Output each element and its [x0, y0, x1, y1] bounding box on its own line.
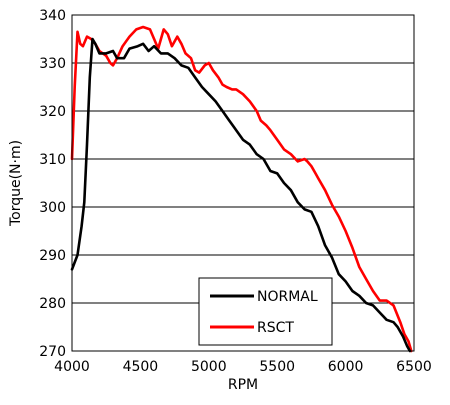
grid-lines [72, 14, 414, 352]
x-tick-label: 6500 [396, 359, 432, 375]
legend-label-rsct: RSCT [257, 320, 294, 336]
legend: NORMAL RSCT [198, 277, 333, 346]
series-line-normal [70, 37, 412, 353]
y-tick-label: 340 [39, 8, 66, 24]
x-axis-ticks: 4000 4500 5000 5500 6000 6500 [54, 359, 432, 375]
y-tick-label: 310 [39, 152, 66, 168]
y-axis-label: Torque(N·m) [8, 140, 24, 227]
x-tick-label: 5000 [191, 359, 227, 375]
x-tick-label: 4500 [123, 359, 159, 375]
y-tick-label: 330 [39, 56, 66, 72]
y-tick-label: 270 [39, 344, 66, 360]
x-axis-label: RPM [228, 377, 258, 393]
y-tick-label: 280 [39, 296, 66, 312]
y-tick-label: 300 [39, 200, 66, 216]
y-axis-ticks: 270 280 290 300 310 320 330 340 [39, 8, 66, 360]
legend-label-normal: NORMAL [257, 289, 318, 305]
x-tick-label: 6000 [328, 359, 364, 375]
x-tick-label: 5500 [259, 359, 295, 375]
x-tick-label: 4000 [54, 359, 90, 375]
legend-box [198, 277, 333, 346]
y-tick-label: 290 [39, 248, 66, 264]
y-tick-label: 320 [39, 104, 66, 120]
series-line-rsct [70, 25, 413, 353]
series-layer [70, 25, 413, 353]
plot-frame [71, 14, 415, 352]
